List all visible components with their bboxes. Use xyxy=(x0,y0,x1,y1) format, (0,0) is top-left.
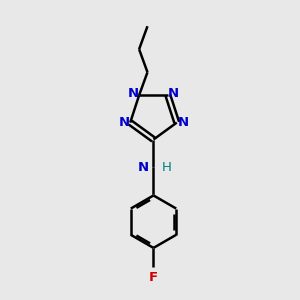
Text: N: N xyxy=(178,116,189,129)
Text: N: N xyxy=(138,161,149,174)
Text: N: N xyxy=(118,116,130,129)
Text: H: H xyxy=(161,161,171,174)
Text: N: N xyxy=(168,87,179,100)
Text: N: N xyxy=(128,87,139,100)
Text: F: F xyxy=(149,271,158,284)
